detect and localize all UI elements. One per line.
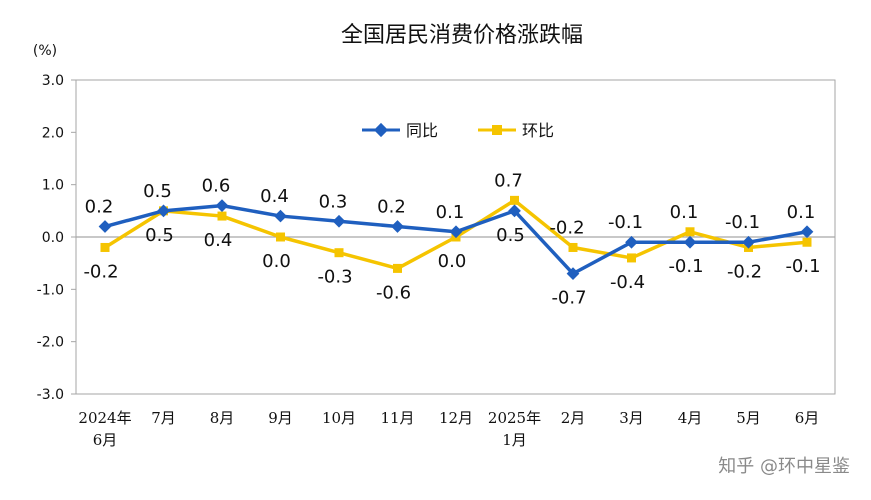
- point-yoy: [332, 214, 346, 228]
- data-label-mom: 0.4: [204, 230, 233, 251]
- x-tick-label: 7月: [151, 409, 176, 427]
- data-label-yoy: -0.1: [668, 256, 703, 277]
- y-tick-label: 1.0: [42, 178, 64, 194]
- point-yoy: [449, 225, 463, 239]
- y-tick-label: -1.0: [37, 282, 64, 298]
- point-yoy: [98, 220, 112, 233]
- x-tick-label: 5月: [736, 409, 761, 427]
- point-mom: [393, 263, 402, 273]
- x-tick-label: 12月: [439, 409, 473, 427]
- data-label-mom: 0.0: [262, 251, 291, 272]
- point-mom: [334, 248, 344, 258]
- x-tick-label: 8月: [210, 409, 235, 427]
- x-tick-label: 9月: [268, 409, 293, 427]
- data-label-yoy: 0.1: [436, 202, 465, 223]
- data-label-yoy: 0.3: [319, 191, 348, 212]
- data-label-mom: -0.2: [549, 217, 584, 238]
- x-tick-label: 2024年: [78, 409, 131, 427]
- point-mom: [568, 242, 578, 252]
- y-axis-unit: (%): [33, 43, 57, 59]
- x-tick-label: 6月: [93, 431, 118, 449]
- data-labels: 0.2 -0.2 0.5 0.5 0.6 0.4 0.4 0.0 0.3 -0.3 0.2 -0.6 0…: [83, 170, 820, 308]
- point-yoy: [157, 204, 170, 218]
- y-tick-label: 3.0: [42, 73, 64, 89]
- data-label-mom: 0.1: [670, 202, 699, 223]
- data-label-yoy: 0.2: [377, 197, 406, 218]
- point-yoy: [215, 199, 229, 212]
- point-mom: [276, 232, 285, 242]
- data-label-mom: -0.2: [727, 261, 762, 282]
- data-label-mom: 0.5: [145, 225, 174, 246]
- point-mom: [100, 242, 110, 252]
- data-label-mom: -0.3: [317, 267, 352, 288]
- data-label-yoy: 0.4: [260, 186, 289, 207]
- data-label-yoy: 0.5: [143, 181, 172, 202]
- point-mom: [217, 211, 227, 221]
- x-tick-label: 10月: [322, 409, 356, 427]
- point-mom: [685, 227, 695, 237]
- data-label-yoy: 0.1: [787, 202, 816, 223]
- point-mom: [510, 195, 519, 205]
- y-tick-label: 2.0: [42, 125, 64, 141]
- y-tick-label: -3.0: [37, 387, 64, 403]
- x-tick-label: 11月: [380, 409, 414, 427]
- data-label-yoy: -0.1: [725, 212, 760, 233]
- data-label-mom: 0.0: [438, 251, 467, 272]
- point-mom: [627, 253, 636, 263]
- data-label-yoy: -0.7: [551, 288, 586, 309]
- x-tick-label: 2月: [561, 409, 586, 427]
- data-label-mom: -0.2: [83, 261, 118, 282]
- legend: 同比 环比: [362, 121, 554, 140]
- x-tick-label: 3月: [619, 409, 644, 427]
- data-label-mom: -0.6: [376, 282, 411, 303]
- data-label-yoy: -0.1: [608, 212, 643, 233]
- point-yoy: [391, 220, 404, 233]
- point-yoy: [274, 209, 287, 223]
- y-tick-label: 0.0: [42, 230, 64, 246]
- y-axis-ticks: 3.0 2.0 1.0 0.0 -1.0 -2.0 -3.0: [37, 73, 76, 403]
- data-label-yoy: 0.2: [85, 197, 114, 218]
- legend-marker-yoy: [373, 122, 389, 138]
- data-label-yoy: 0.6: [202, 176, 231, 197]
- legend-label-mom: 环比: [522, 121, 554, 140]
- legend-marker-mom: [492, 125, 502, 135]
- data-label-mom: 0.7: [494, 170, 523, 191]
- x-tick-label: 1月: [502, 431, 527, 449]
- chart-title: 全国居民消费价格涨跌幅: [341, 23, 583, 48]
- x-axis-ticks: 2024年 6月 7月 8月 9月 10月 11月 12月 2025年 1月 2月 3月 4月 5月 6月: [78, 409, 819, 449]
- x-tick-label: 4月: [678, 409, 703, 427]
- data-label-mom: -0.1: [785, 256, 820, 277]
- x-tick-label: 2025年: [488, 409, 541, 427]
- watermark: 知乎 @环中星鉴: [718, 456, 850, 477]
- y-tick-label: -2.0: [37, 335, 64, 351]
- legend-label-yoy: 同比: [406, 121, 438, 140]
- point-mom: [802, 237, 812, 247]
- data-label-mom: -0.4: [610, 272, 645, 293]
- data-label-yoy: 0.5: [496, 225, 525, 246]
- x-tick-label: 6月: [795, 409, 820, 427]
